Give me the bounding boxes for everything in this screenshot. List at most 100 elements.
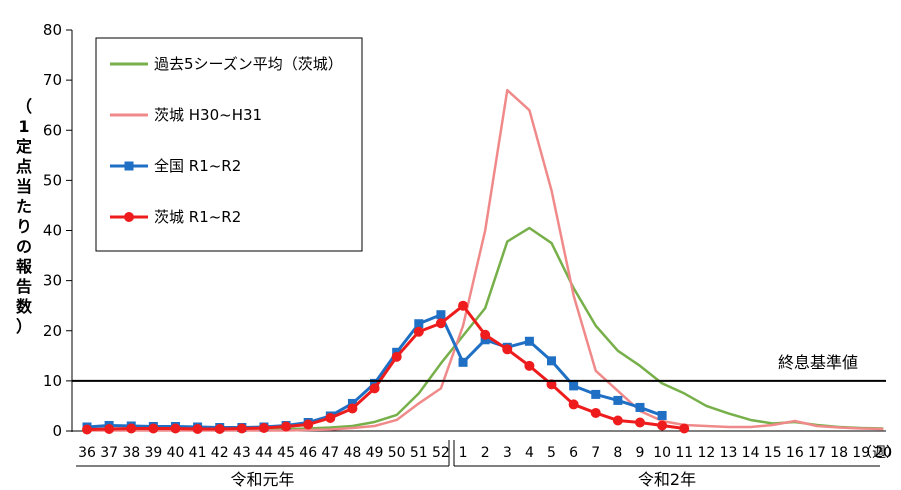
series-point: [391, 351, 402, 362]
series-point: [635, 417, 645, 428]
series-point: [325, 412, 336, 423]
y-axis-ticks: 0 10 20 30 40 50 60 70 80: [43, 21, 72, 440]
series-point: [547, 356, 557, 366]
series-point: [590, 407, 601, 418]
x-tick-label: 4: [525, 445, 534, 461]
series-point: [370, 378, 380, 388]
y-tick-label: 80: [43, 21, 62, 39]
series-point: [502, 344, 513, 355]
x-tick-label: 2: [481, 445, 490, 461]
series-point: [126, 423, 137, 434]
x-tick-label: 10: [653, 445, 671, 461]
legend-swatch-marker: [124, 161, 134, 171]
series-layer: [82, 88, 884, 435]
series-point: [635, 402, 645, 412]
x-tick-label: 3: [503, 445, 512, 461]
series-point: [679, 423, 690, 434]
x-tick-label: 45: [277, 445, 295, 461]
x-tick-label: 38: [122, 445, 140, 461]
series-point: [657, 410, 667, 420]
x-tick-label: 6: [569, 445, 578, 461]
series-point: [546, 379, 557, 390]
series-point: [414, 319, 424, 329]
series-point: [436, 310, 446, 320]
y-tick-label: 60: [43, 121, 62, 139]
series-point: [480, 329, 491, 340]
series-point: [281, 421, 292, 432]
series-point: [214, 423, 225, 434]
series-point: [258, 422, 269, 433]
y-axis-label-char: の: [16, 237, 32, 256]
x-tick-label: 42: [211, 445, 229, 461]
x-tick-label: 37: [100, 445, 118, 461]
series-line: [86, 304, 685, 431]
series-point: [104, 423, 115, 434]
series-point: [236, 423, 247, 434]
x-tick-label: 19: [852, 445, 870, 461]
y-tick-label: 0: [52, 422, 62, 440]
threshold-label: 終息基準値: [778, 353, 858, 372]
x-axis-unit: （週）: [858, 445, 900, 461]
series-point: [170, 423, 181, 434]
series-point: [369, 383, 380, 394]
y-axis-label-char: ）: [16, 317, 32, 336]
x-axis-ticks: 36 37 38 39 40 41 42 43 44 45 46 47 48 49 50 51 52 1 2 3 4 5 6…: [78, 445, 892, 461]
series-point: [480, 335, 490, 345]
x-tick-label: 51: [410, 445, 428, 461]
x-tick-label: 7: [591, 445, 600, 461]
legend-label: 全国 R1~R2: [154, 157, 241, 175]
y-tick-label: 10: [43, 372, 62, 390]
series-point: [591, 389, 601, 399]
series-point: [303, 419, 314, 430]
series-point: [148, 423, 159, 434]
legend-swatch-marker: [124, 212, 134, 222]
series-point: [524, 336, 534, 346]
x-tick-label: 5: [547, 445, 556, 461]
x-tick-label: 15: [764, 445, 782, 461]
series-point: [657, 420, 668, 431]
y-tick-label: 30: [43, 272, 62, 290]
y-axis-label-char: 点: [16, 157, 32, 176]
y-axis-label-char: （: [16, 97, 32, 116]
y-axis-label-char: 定: [15, 137, 32, 156]
x-tick-label: 36: [78, 445, 96, 461]
legend-label: 茨城 R1~R2: [154, 208, 241, 226]
y-axis-label-char: り: [16, 217, 32, 236]
x-axis-year-groups: 令和元年 令和2年: [76, 440, 880, 489]
x-tick-label: 18: [830, 445, 848, 461]
x-tick-label: 13: [720, 445, 738, 461]
x-tick-label: 14: [742, 445, 760, 461]
year-group-label: 令和2年: [638, 470, 696, 489]
x-tick-label: 12: [697, 445, 715, 461]
series-point: [458, 300, 469, 311]
series-point: [568, 399, 579, 410]
y-axis-label-char: 告: [16, 277, 32, 296]
y-tick-label: 40: [43, 222, 62, 240]
series-point: [192, 423, 203, 434]
x-tick-label: 44: [255, 445, 273, 461]
series-point: [458, 357, 468, 367]
series-point: [612, 415, 623, 426]
x-tick-label: 52: [432, 445, 450, 461]
x-tick-label: 46: [299, 445, 317, 461]
x-tick-label: 11: [675, 445, 693, 461]
x-tick-label: 1: [459, 445, 468, 461]
y-tick-label: 70: [43, 71, 62, 89]
x-tick-label: 40: [167, 445, 185, 461]
x-tick-label: 43: [233, 445, 251, 461]
y-tick-label: 50: [43, 171, 62, 189]
series-point: [435, 318, 446, 329]
legend-label: 茨城 H30~H31: [154, 106, 262, 124]
x-tick-label: 39: [144, 445, 162, 461]
series-point: [569, 381, 579, 391]
y-axis-label-char: た: [16, 197, 32, 216]
x-tick-label: 17: [808, 445, 826, 461]
series-point: [347, 403, 358, 414]
legend: 過去5シーズン平均（茨城） 茨城 H30~H31 全国 R1~R2 茨城 R1~R2: [95, 37, 363, 252]
x-tick-label: 49: [366, 445, 384, 461]
y-axis-label-char: 1: [18, 117, 29, 136]
x-tick-label: 16: [786, 445, 804, 461]
y-tick-label: 20: [43, 322, 62, 340]
x-tick-label: 50: [388, 445, 406, 461]
x-tick-label: 9: [636, 445, 645, 461]
